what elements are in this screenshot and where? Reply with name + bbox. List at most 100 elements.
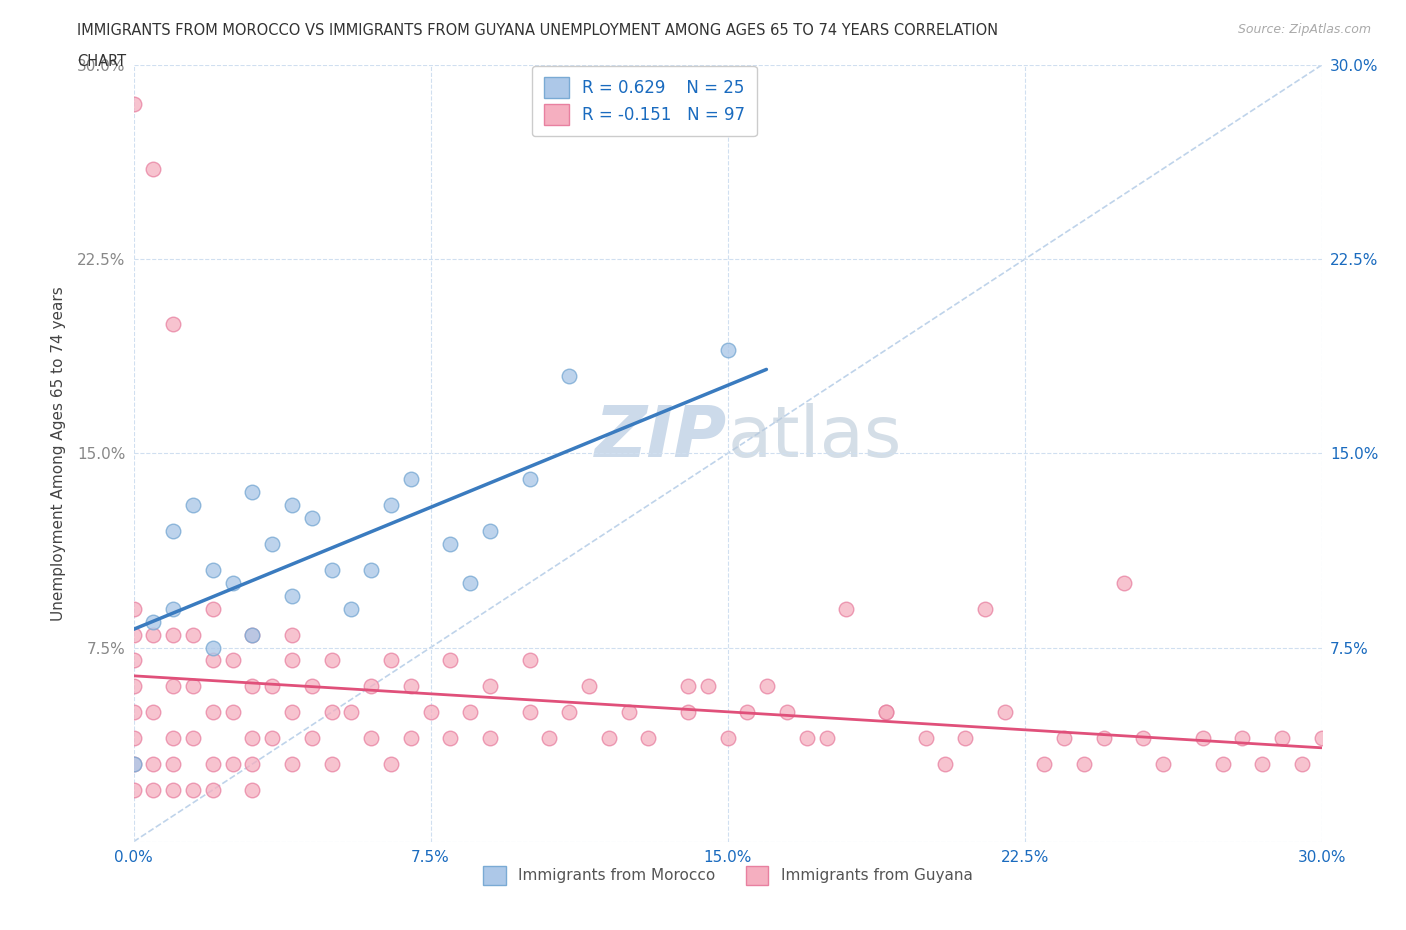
Point: [321, 653, 343, 668]
Point: [122, 653, 145, 668]
Point: [122, 705, 145, 720]
Point: [122, 782, 145, 797]
Point: [262, 679, 284, 694]
Point: [162, 757, 184, 772]
Point: [142, 782, 165, 797]
Point: [242, 782, 264, 797]
Point: [399, 472, 422, 486]
Point: [281, 757, 304, 772]
Point: [717, 342, 740, 357]
Point: [756, 679, 779, 694]
Point: [934, 757, 956, 772]
Point: [142, 614, 165, 629]
Point: [1271, 731, 1294, 746]
Point: [360, 731, 382, 746]
Point: [301, 731, 323, 746]
Point: [122, 679, 145, 694]
Point: [122, 97, 145, 112]
Text: Source: ZipAtlas.com: Source: ZipAtlas.com: [1237, 23, 1371, 36]
Point: [122, 731, 145, 746]
Point: [617, 705, 640, 720]
Point: [835, 602, 858, 617]
Point: [875, 705, 897, 720]
Point: [676, 705, 699, 720]
Point: [1310, 731, 1333, 746]
Point: [122, 602, 145, 617]
Point: [162, 627, 184, 642]
Point: [953, 731, 976, 746]
Point: [914, 731, 936, 746]
Point: [281, 653, 304, 668]
Point: [242, 485, 264, 499]
Point: [578, 679, 600, 694]
Point: [478, 524, 502, 538]
Point: [201, 602, 224, 617]
Point: [221, 576, 243, 591]
Point: [558, 705, 581, 720]
Point: [181, 679, 204, 694]
Point: [181, 498, 204, 512]
Point: [142, 705, 165, 720]
Point: [162, 679, 184, 694]
Point: [1092, 731, 1115, 746]
Point: [478, 731, 502, 746]
Point: [1132, 731, 1154, 746]
Text: ZIP: ZIP: [595, 404, 728, 472]
Point: [201, 705, 224, 720]
Point: [974, 602, 997, 617]
Y-axis label: Unemployment Among Ages 65 to 74 years: Unemployment Among Ages 65 to 74 years: [51, 286, 66, 620]
Point: [380, 757, 402, 772]
Point: [360, 679, 382, 694]
Point: [994, 705, 1017, 720]
Point: [519, 653, 541, 668]
Point: [1291, 757, 1313, 772]
Point: [776, 705, 799, 720]
Point: [281, 627, 304, 642]
Point: [538, 731, 561, 746]
Point: [598, 731, 620, 746]
Point: [340, 705, 363, 720]
Point: [360, 563, 382, 578]
Point: [281, 705, 304, 720]
Point: [1212, 757, 1234, 772]
Point: [242, 679, 264, 694]
Point: [242, 731, 264, 746]
Point: [1232, 731, 1254, 746]
Point: [321, 563, 343, 578]
Point: [122, 627, 145, 642]
Point: [1112, 576, 1135, 591]
Point: [321, 705, 343, 720]
Point: [301, 511, 323, 525]
Point: [478, 679, 502, 694]
Point: [815, 731, 838, 746]
Point: [458, 705, 481, 720]
Point: [262, 731, 284, 746]
Point: [201, 757, 224, 772]
Point: [340, 602, 363, 617]
Legend: Immigrants from Morocco, Immigrants from Guyana: Immigrants from Morocco, Immigrants from…: [475, 858, 980, 892]
Text: IMMIGRANTS FROM MOROCCO VS IMMIGRANTS FROM GUYANA UNEMPLOYMENT AMONG AGES 65 TO : IMMIGRANTS FROM MOROCCO VS IMMIGRANTS FR…: [77, 23, 998, 38]
Point: [717, 731, 740, 746]
Point: [142, 627, 165, 642]
Point: [1073, 757, 1095, 772]
Point: [201, 653, 224, 668]
Text: atlas: atlas: [728, 404, 903, 472]
Point: [439, 731, 461, 746]
Point: [281, 498, 304, 512]
Point: [242, 627, 264, 642]
Point: [201, 563, 224, 578]
Point: [262, 537, 284, 551]
Point: [637, 731, 659, 746]
Point: [399, 679, 422, 694]
Point: [201, 640, 224, 655]
Point: [301, 679, 323, 694]
Point: [142, 757, 165, 772]
Point: [519, 472, 541, 486]
Point: [676, 679, 699, 694]
Point: [1251, 757, 1274, 772]
Point: [162, 602, 184, 617]
Point: [162, 731, 184, 746]
Point: [1191, 731, 1213, 746]
Point: [1033, 757, 1056, 772]
Point: [181, 731, 204, 746]
